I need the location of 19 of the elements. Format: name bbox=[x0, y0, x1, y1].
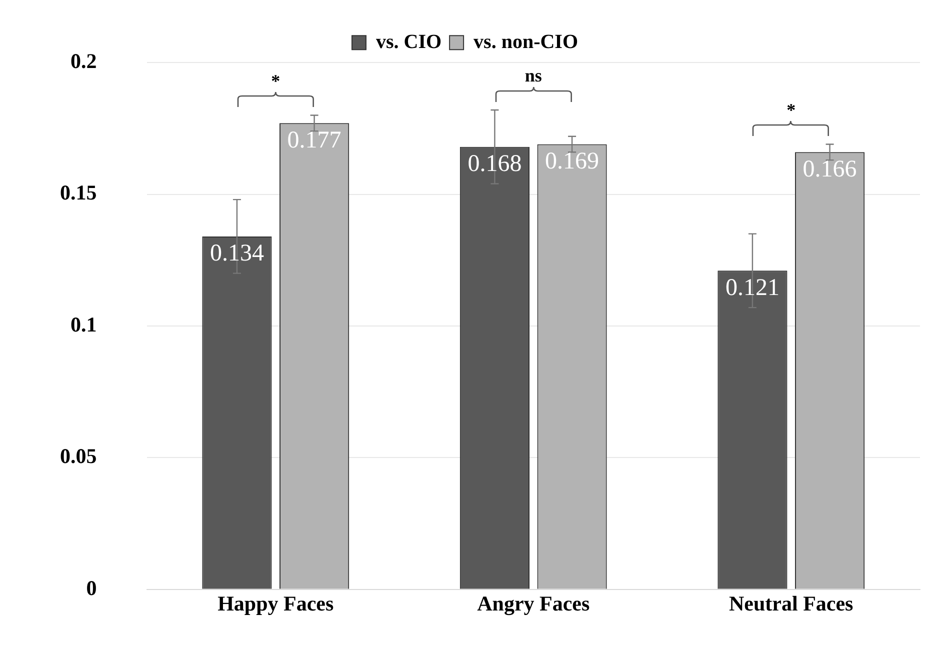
legend-label: vs. CIO bbox=[376, 30, 442, 53]
data-label: 0.166 bbox=[802, 156, 857, 182]
annotation: ns bbox=[524, 66, 542, 86]
y-tick-label: 0 bbox=[86, 576, 97, 600]
data-label: 0.121 bbox=[725, 274, 780, 301]
x-tick-label: Angry Faces bbox=[477, 591, 590, 616]
data-label: 0.169 bbox=[545, 148, 600, 175]
data-label: 0.177 bbox=[287, 127, 342, 154]
y-tick-label: 0.05 bbox=[60, 444, 97, 468]
data-label: 0.168 bbox=[468, 151, 522, 178]
annotation: * bbox=[786, 100, 796, 120]
y-tick-label: 0.15 bbox=[60, 180, 97, 205]
y-tick-label: 0.2 bbox=[70, 49, 97, 74]
legend-label: vs. non-CIO bbox=[474, 30, 578, 53]
annotation: * bbox=[271, 70, 280, 91]
y-tick-label: 0.1 bbox=[70, 312, 97, 336]
x-tick-label: Neutral Faces bbox=[729, 591, 854, 616]
data-label: 0.134 bbox=[210, 240, 264, 267]
x-tick-label: Happy Faces bbox=[218, 591, 334, 616]
